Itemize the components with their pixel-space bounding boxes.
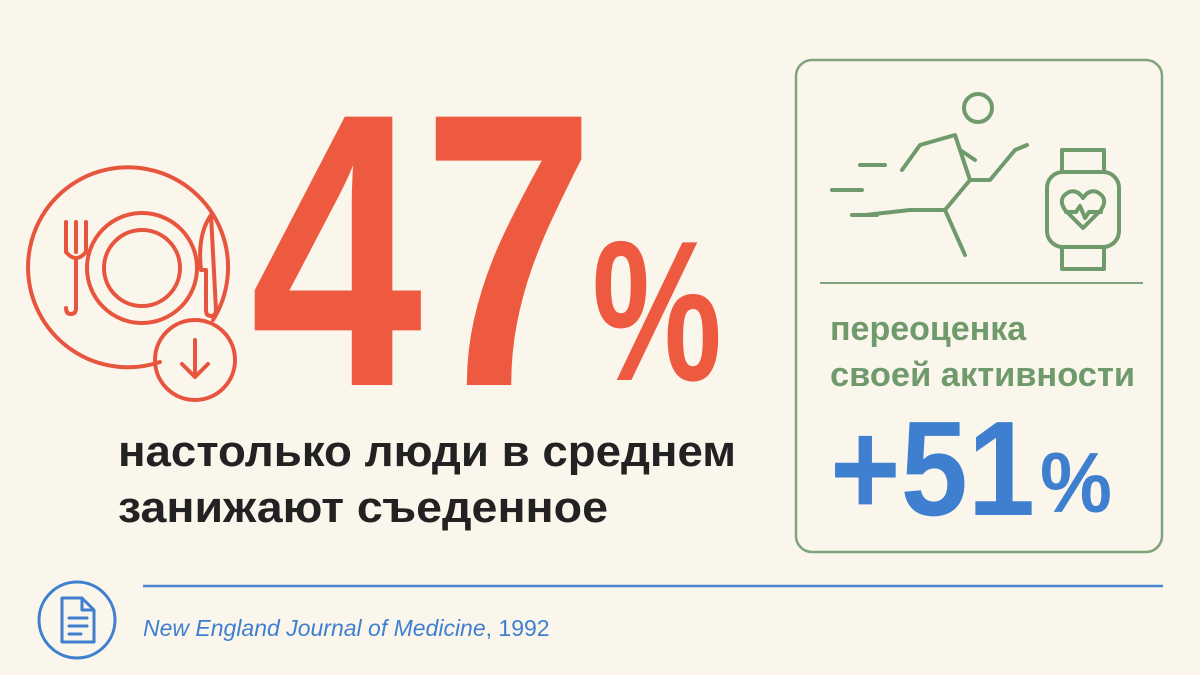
panel-label: своей активности xyxy=(830,356,1135,394)
panel-unit: % xyxy=(1040,436,1112,531)
watch-icon xyxy=(1045,148,1121,271)
caption-line: занижают съеденное xyxy=(118,483,608,532)
caption-line: настолько люди в среднем xyxy=(118,427,736,476)
source: New England Journal of Medicine, 1992 xyxy=(143,615,550,641)
plate-icon xyxy=(26,165,237,402)
runner-icon xyxy=(830,92,1029,257)
document-icon xyxy=(37,580,117,660)
panel-label: переоценка xyxy=(830,310,1027,348)
source-journal: New England Journal of Medicine xyxy=(143,615,486,641)
headline-unit: % xyxy=(592,200,722,423)
panel-number: +51 xyxy=(830,393,1035,544)
side-panel xyxy=(794,58,1164,554)
source-year: , 1992 xyxy=(486,615,550,641)
headline-number: 47 xyxy=(250,32,595,468)
